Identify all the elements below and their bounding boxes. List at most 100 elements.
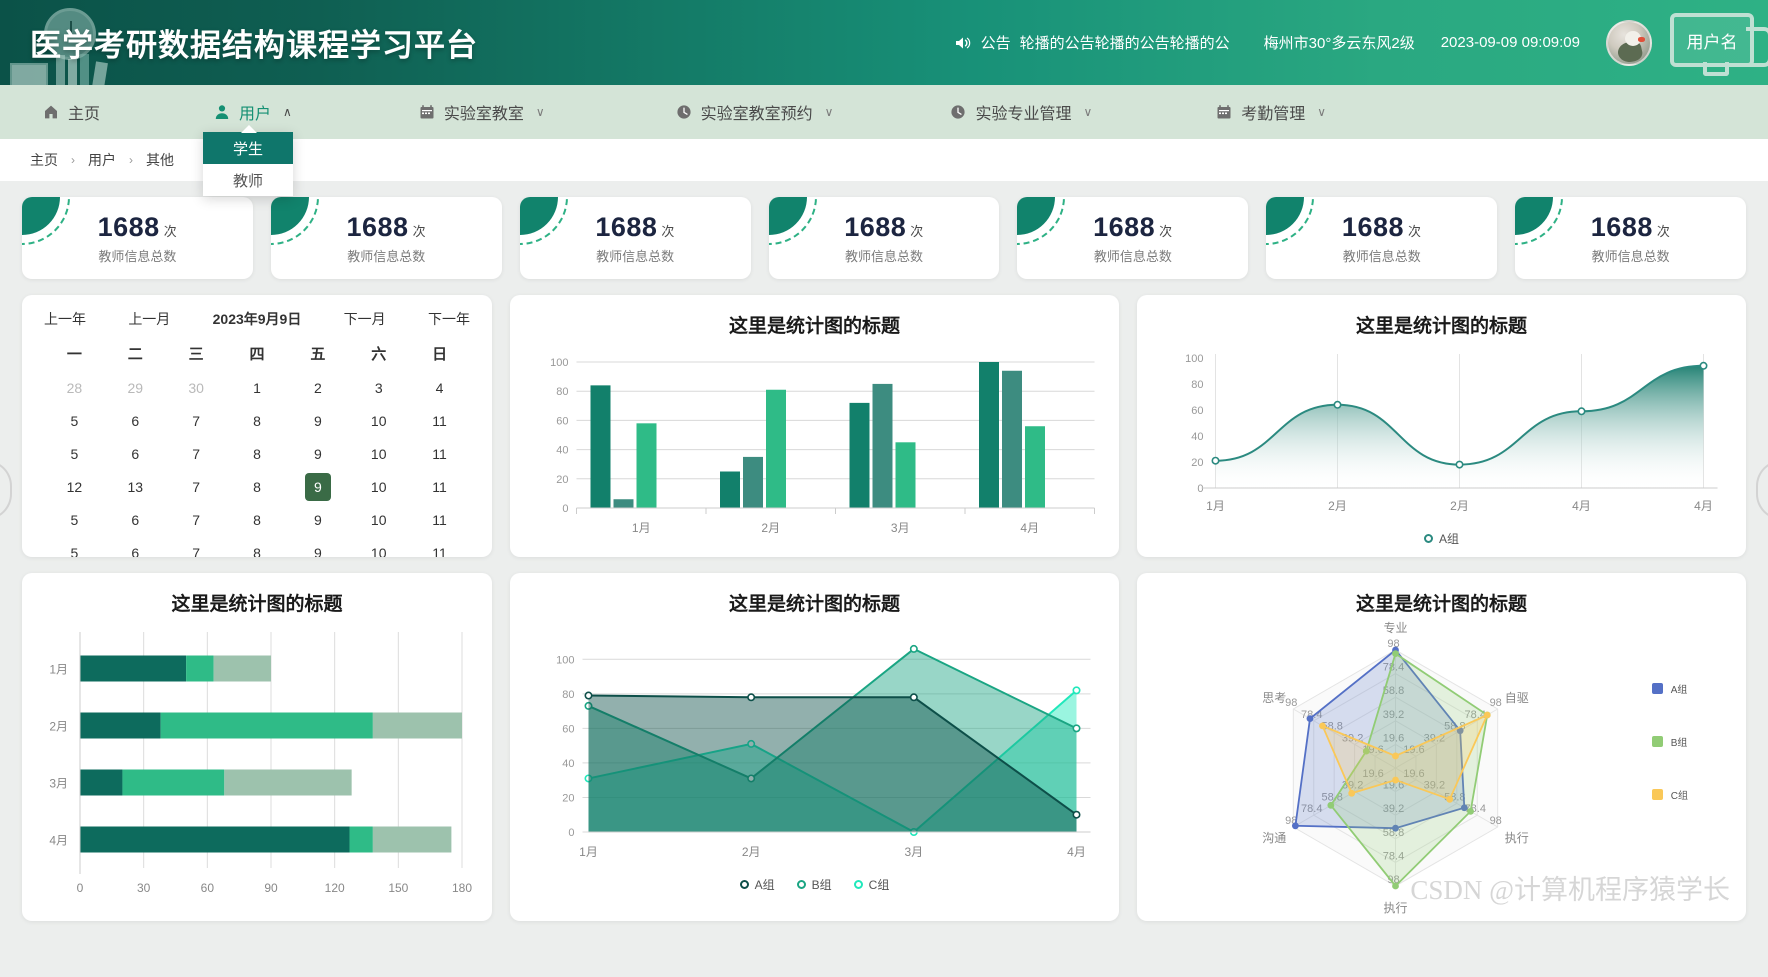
calendar-day[interactable]: 12: [66, 479, 83, 495]
bar-segment[interactable]: [80, 712, 161, 739]
bar-segment[interactable]: [349, 826, 373, 853]
radar-point[interactable]: [1306, 715, 1314, 723]
dropdown-item-teacher[interactable]: 教师: [232, 172, 263, 190]
bar[interactable]: [872, 383, 893, 508]
legend-item-a[interactable]: A组: [1651, 681, 1688, 696]
calendar-day[interactable]: 6: [131, 413, 140, 429]
calendar-day[interactable]: 5: [70, 413, 79, 429]
data-point[interactable]: [1072, 724, 1081, 733]
calendar-day[interactable]: 3: [374, 380, 383, 396]
calendar-day[interactable]: 2: [313, 380, 322, 396]
calendar-next-year-button[interactable]: 下一年: [427, 311, 470, 327]
calendar-day[interactable]: 29: [127, 380, 144, 396]
bar[interactable]: [613, 499, 634, 508]
stat-card[interactable]: 1688 次教师信息总数: [768, 197, 1000, 279]
radar-point[interactable]: [1446, 795, 1454, 803]
data-point[interactable]: [909, 693, 918, 702]
radar-point[interactable]: [1392, 882, 1399, 890]
calendar-day[interactable]: 6: [131, 512, 140, 528]
calendar-day[interactable]: 5: [70, 446, 79, 462]
data-point[interactable]: [747, 693, 756, 702]
data-point[interactable]: [584, 701, 593, 710]
legend-item-c[interactable]: C组: [1651, 787, 1688, 802]
legend-item-a[interactable]: A组: [739, 876, 775, 893]
calendar-day[interactable]: 5: [70, 545, 79, 557]
calendar-day[interactable]: 11: [432, 413, 447, 429]
data-point[interactable]: [1455, 460, 1464, 469]
breadcrumb-item-user[interactable]: 用户: [88, 152, 116, 168]
calendar-day[interactable]: 8: [253, 446, 261, 462]
radar-point[interactable]: [1467, 807, 1474, 815]
bar[interactable]: [849, 402, 870, 508]
radar-point[interactable]: [1291, 822, 1299, 830]
nav-item-major-management[interactable]: 实验专业管理 ∨: [945, 85, 1096, 139]
stat-card[interactable]: 1688 次教师信息总数: [1515, 197, 1747, 279]
calendar-day[interactable]: 9: [313, 446, 322, 462]
bar-segment[interactable]: [80, 769, 123, 796]
calendar-day[interactable]: 11: [432, 479, 447, 495]
calendar-day[interactable]: 9: [304, 473, 331, 501]
radar-point[interactable]: [1362, 747, 1370, 755]
legend-item-b[interactable]: B组: [796, 876, 832, 893]
calendar-prev-year-button[interactable]: 上一年: [44, 311, 86, 327]
bar[interactable]: [720, 471, 740, 509]
calendar-day[interactable]: 9: [313, 545, 322, 557]
bar[interactable]: [590, 385, 611, 508]
bar[interactable]: [766, 389, 786, 508]
radar-point[interactable]: [1319, 722, 1326, 730]
calendar-next-month-button[interactable]: 下一月: [343, 311, 386, 327]
legend-item-c[interactable]: C组: [853, 876, 889, 893]
bar-segment[interactable]: [372, 712, 462, 739]
data-point[interactable]: [747, 774, 756, 783]
data-point[interactable]: [584, 774, 593, 783]
stat-card[interactable]: 1688 次教师信息总数: [1017, 197, 1249, 279]
calendar-day[interactable]: 8: [253, 479, 261, 495]
nav-item-attendance[interactable]: 考勤管理 ∨: [1211, 85, 1330, 139]
calendar-day[interactable]: 11: [432, 446, 447, 462]
data-point[interactable]: [1072, 810, 1081, 819]
calendar-day[interactable]: 6: [131, 545, 140, 557]
announcement-area[interactable]: 公告 轮播的公告轮播的公告轮播的公: [954, 32, 1230, 53]
calendar-day[interactable]: 11: [432, 545, 447, 557]
calendar-day[interactable]: 10: [370, 479, 387, 495]
bar-segment[interactable]: [372, 826, 452, 853]
data-point[interactable]: [1699, 361, 1708, 370]
calendar-day[interactable]: 11: [432, 512, 447, 528]
calendar-day[interactable]: 8: [253, 512, 261, 528]
calendar-day[interactable]: 13: [127, 479, 144, 495]
radar-point[interactable]: [1327, 801, 1335, 809]
nav-item-lab-classroom[interactable]: 实验室教室 ∨: [414, 85, 549, 139]
radar-point[interactable]: [1460, 804, 1468, 812]
calendar-day[interactable]: 9: [313, 413, 322, 429]
bar[interactable]: [979, 362, 999, 508]
data-point[interactable]: [1072, 686, 1081, 695]
data-point[interactable]: [584, 691, 593, 700]
radar-chart[interactable]: 专业19.639.258.878.498自驱19.639.258.878.498…: [1137, 616, 1746, 916]
calendar-day[interactable]: 6: [131, 446, 140, 462]
bar[interactable]: [1002, 370, 1022, 508]
calendar-day[interactable]: 9: [313, 512, 322, 528]
grouped-bar-chart[interactable]: 0 20 40 60 80 100 1月 2月 3月 4月: [510, 338, 1119, 553]
bar[interactable]: [895, 442, 916, 508]
calendar-day[interactable]: 5: [70, 512, 79, 528]
bar[interactable]: [1025, 426, 1045, 508]
calendar-day[interactable]: 7: [192, 413, 201, 429]
legend-item-b[interactable]: B组: [1651, 734, 1688, 749]
calendar-prev-month-button[interactable]: 上一月: [128, 311, 171, 327]
stat-card[interactable]: 1688 次教师信息总数: [270, 197, 502, 279]
radar-point[interactable]: [1392, 752, 1399, 760]
legend-item-a[interactable]: A组: [1423, 530, 1459, 547]
avatar[interactable]: [1606, 19, 1652, 66]
stat-card[interactable]: 1688 次教师信息总数: [22, 197, 253, 279]
bar-segment[interactable]: [213, 655, 271, 682]
bar-segment[interactable]: [186, 655, 214, 682]
breadcrumb-item-home[interactable]: 主页: [30, 152, 58, 168]
bar-segment[interactable]: [224, 769, 352, 796]
radar-point[interactable]: [1483, 711, 1491, 719]
bar[interactable]: [743, 456, 763, 508]
dropdown-item-student[interactable]: 学生: [203, 132, 293, 164]
bar-segment[interactable]: [80, 826, 350, 853]
calendar-day[interactable]: 28: [66, 380, 83, 396]
bar-segment[interactable]: [122, 769, 225, 796]
radar-point[interactable]: [1392, 650, 1399, 658]
